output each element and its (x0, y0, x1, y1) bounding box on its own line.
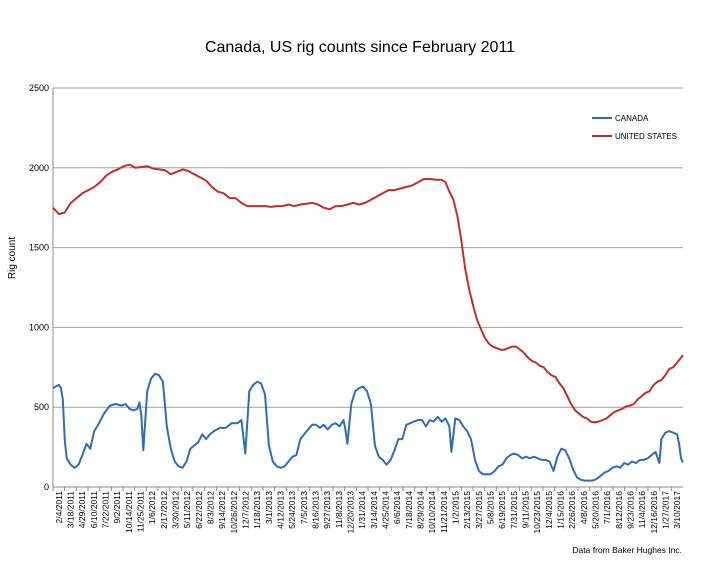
series-lines (52, 163, 684, 482)
x-tick-label: 8/16/2013 (311, 491, 321, 529)
x-tick-label: 6/6/2014 (392, 491, 402, 524)
x-tick-label: 7/5/2013 (299, 491, 309, 524)
x-tick-label: 6/19/2015 (497, 491, 507, 529)
x-tick-label: 12/20/2013 (346, 491, 356, 534)
x-tick-label: 1/18/2013 (252, 491, 262, 529)
x-tick-label: 11/21/2014 (439, 491, 449, 533)
source-note: Data from Baker Hughes Inc. (572, 545, 682, 555)
x-tick-label: 2/13/2015 (462, 491, 472, 529)
x-tick-label: 4/25/2014 (381, 491, 391, 529)
x-tick-label: 6/10/2011 (89, 491, 99, 528)
x-tick-label: 9/11/2015 (521, 491, 531, 528)
x-tick-label: 2/17/2012 (159, 491, 169, 529)
x-tick-label: 3/1/2013 (264, 491, 274, 524)
y-tick-label: 0 (44, 482, 49, 492)
x-tick-label: 12/16/2016 (649, 491, 659, 534)
x-tick-label: 7/22/2011 (101, 491, 111, 528)
series-line-1 (52, 163, 684, 424)
y-tick-label: 2000 (29, 163, 49, 173)
legend-label: CANADA (615, 114, 649, 123)
y-axis-label: Rig count (7, 237, 18, 279)
x-tick-label: 11/4/2016 (637, 491, 647, 528)
x-tick-label: 1/6/2012 (147, 491, 157, 524)
x-tick-label: 1/31/2014 (357, 491, 367, 529)
x-tick-label: 5/8/2015 (486, 491, 496, 524)
y-tick-label: 2500 (29, 83, 49, 93)
x-tick-label: 4/12/2013 (276, 491, 286, 529)
x-axis: 2/4/2011 3/18/2011 4/29/2011 6/10/2011 7/22/… (52, 88, 682, 534)
legend-label: UNITED STATES (615, 132, 677, 141)
x-tick-label: 9/23/2016 (626, 491, 636, 529)
x-tick-label: 7/1/2016 (602, 491, 612, 524)
x-tick-label: 5/20/2016 (591, 491, 601, 529)
x-tick-label: 9/2/2011 (112, 491, 122, 524)
x-tick-label: 2/26/2016 (567, 491, 577, 529)
x-tick-label: 11/8/2013 (334, 491, 344, 528)
x-tick-label: 3/27/2015 (474, 491, 484, 529)
x-tick-label: 4/29/2011 (77, 491, 87, 528)
x-tick-label: 9/27/2013 (322, 491, 332, 529)
x-tick-label: 3/10/2017 (672, 491, 682, 529)
x-tick-label: 10/26/2012 (229, 491, 239, 534)
x-tick-label: 7/31/2015 (509, 491, 519, 529)
x-tick-label: 4/8/2016 (579, 491, 589, 524)
x-tick-label: 6/22/2012 (194, 491, 204, 529)
x-tick-label: 7/18/2014 (404, 491, 414, 529)
x-tick-label: 3/30/2012 (171, 491, 181, 529)
x-tick-label: 8/29/2014 (416, 491, 426, 529)
x-tick-label: 12/4/2015 (544, 491, 554, 529)
chart-title: Canada, US rig counts since February 201… (205, 39, 515, 56)
x-tick-label: 1/27/2017 (661, 491, 671, 529)
series-line-0 (52, 372, 684, 482)
x-tick-label: 5/24/2013 (287, 491, 297, 529)
x-tick-label: 10/14/2011 (124, 491, 134, 533)
x-tick-label: 1/2/2015 (451, 491, 461, 524)
x-tick-label: 9/14/2012 (217, 491, 227, 529)
x-tick-label: 12/7/2012 (241, 491, 251, 529)
x-tick-label: 11/25/2011 (136, 491, 146, 533)
x-tick-label: 3/14/2014 (369, 491, 379, 529)
legend: CANADA UNITED STATES (592, 114, 677, 141)
x-tick-label: 3/18/2011 (66, 491, 76, 528)
y-axis-ticks: 0 500 1000 1500 2000 2500 (29, 83, 49, 492)
x-tick-label: 2/4/2011 (54, 491, 64, 524)
x-tick-label: 10/10/2014 (427, 491, 437, 534)
x-tick-label: 10/23/2015 (532, 491, 542, 534)
y-tick-label: 500 (34, 402, 49, 412)
x-tick-label: 5/11/2012 (182, 491, 192, 528)
y-tick-label: 1500 (29, 243, 49, 253)
gridlines (53, 87, 683, 488)
y-tick-label: 1000 (29, 322, 49, 332)
x-tick-label: 1/15/2016 (556, 491, 566, 529)
x-tick-label: 8/3/2012 (206, 491, 216, 524)
x-tick-label: 8/12/2016 (614, 491, 624, 529)
